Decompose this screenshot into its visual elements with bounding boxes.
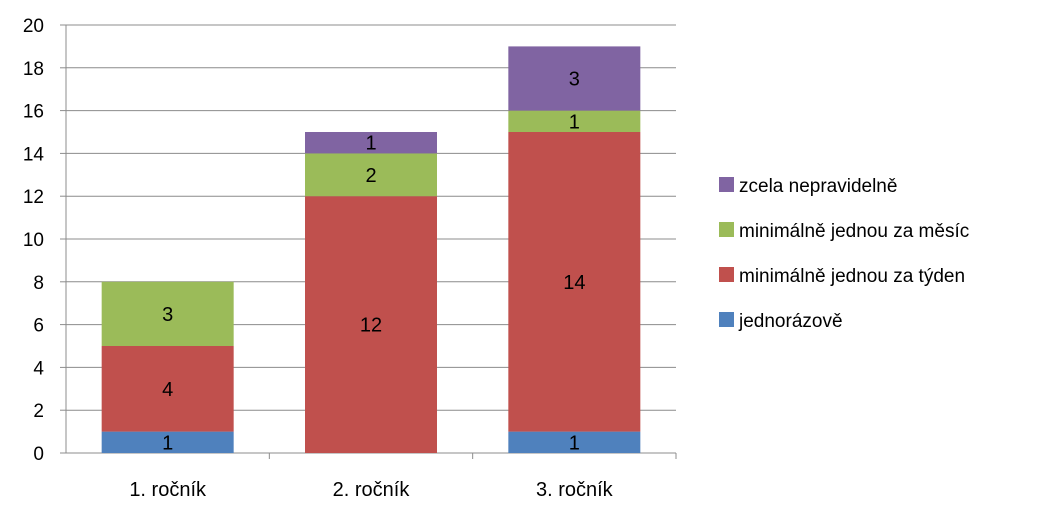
bar-segment [508,110,641,132]
legend-label: zcela nepravidelně [739,176,897,197]
bar-segment [508,431,641,453]
y-tick-label: 4 [33,358,44,379]
bar-segment [305,153,437,197]
legend-swatch [719,267,734,282]
data-label: 1 [569,432,580,454]
y-tick-label: 10 [23,230,44,251]
bar-segment [101,346,234,432]
bars [101,46,641,453]
bar-segment [305,132,437,154]
legend-swatch [719,222,734,237]
y-tick-label: 2 [33,401,44,422]
bar-segment [305,196,437,453]
y-tick-label: 16 [23,102,44,123]
bar-segment [101,431,234,453]
y-tick-label: 8 [33,273,44,294]
y-tick-label: 20 [23,16,44,37]
y-tick-label: 6 [33,316,44,337]
y-tick-label: 12 [23,187,44,208]
bar-segment [508,46,641,111]
data-label: 1 [162,432,173,454]
bar-segment [508,132,641,432]
x-category-label: 1. ročník [129,479,207,500]
bar-segment [101,281,234,346]
data-label: 1 [365,133,376,155]
legend-label: minimálně jednou za týden [739,266,965,287]
data-label: 1 [569,111,580,133]
data-label: 12 [360,315,382,337]
y-tick-label: 14 [23,144,45,165]
legend: zcela nepravidelně minimálně jednou za mě… [719,176,969,332]
legend-swatch [719,177,734,192]
data-label: 14 [563,272,585,294]
legend-label: jednorázově [738,311,843,332]
x-category-label: 2. ročník [333,479,411,500]
data-label: 4 [162,379,173,401]
data-label: 2 [365,165,376,187]
data-label: 3 [162,304,173,326]
x-category-label: 3. ročník [536,479,614,500]
y-tick-label: 18 [23,59,44,80]
legend-label: minimálně jednou za měsíc [739,221,969,242]
legend-swatch [719,312,734,327]
y-tick-label: 0 [33,444,44,465]
data-label: 3 [569,69,580,91]
